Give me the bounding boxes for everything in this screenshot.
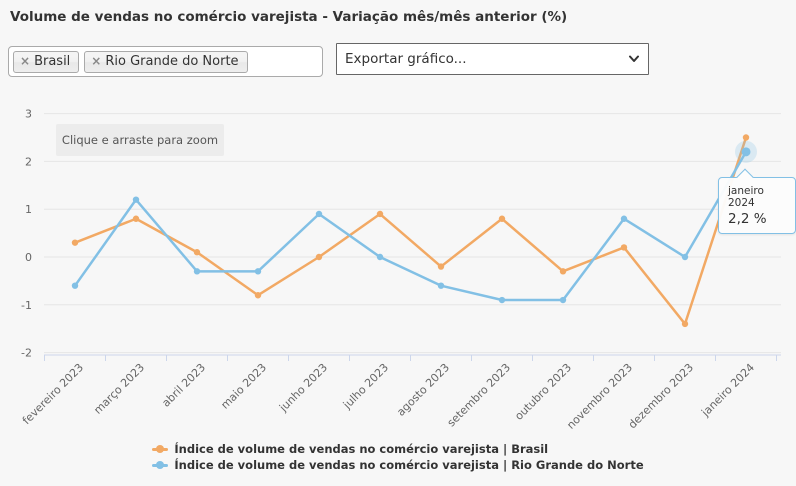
export-select-wrap: Exportar gráfico... <box>336 43 649 75</box>
data-point-marker[interactable] <box>437 263 445 270</box>
y-axis-label: -2 <box>21 347 32 360</box>
y-axis-label: 1 <box>25 203 32 216</box>
x-axis-label: dezembro 2023 <box>626 361 696 431</box>
legend-dot-icon <box>156 461 165 469</box>
legend-item[interactable]: Índice de volume de vendas no comércio v… <box>152 441 548 457</box>
data-point-marker[interactable] <box>376 210 384 218</box>
tooltip-value: 2,2 % <box>728 211 767 227</box>
y-axis-label: 0 <box>25 251 32 264</box>
territory-filter-input[interactable]: × Brasil × Rio Grande do Norte <box>8 46 323 77</box>
x-axis-label: junho 2023 <box>276 361 330 415</box>
legend-dot-icon <box>156 445 165 453</box>
y-axis-label: 3 <box>25 108 32 121</box>
tooltip-title: janeiro 2024 <box>728 185 764 209</box>
data-point-marker[interactable] <box>132 215 140 222</box>
remove-tag-icon[interactable]: × <box>91 54 102 68</box>
remove-tag-icon[interactable]: × <box>20 54 31 68</box>
series-line[interactable] <box>73 150 748 302</box>
legend-label: Índice de volume de vendas no comércio v… <box>174 458 644 472</box>
filter-tag-label: Rio Grande do Norte <box>105 53 239 69</box>
data-point-marker[interactable] <box>681 253 689 261</box>
x-axis-label: setembro 2023 <box>445 361 513 429</box>
data-point-marker[interactable] <box>71 239 79 246</box>
x-axis-label: novembro 2023 <box>564 361 635 432</box>
data-point-marker[interactable] <box>254 268 262 275</box>
x-axis-label: janeiro 2024 <box>698 361 757 420</box>
data-point-marker[interactable] <box>559 296 567 304</box>
data-point-marker[interactable] <box>741 147 751 157</box>
data-point-marker[interactable] <box>437 282 445 289</box>
data-point-marker[interactable] <box>132 196 140 203</box>
zoom-hint-button: Clique e arraste para zoom <box>56 124 224 156</box>
legend-line-marker-icon <box>152 445 169 453</box>
data-point-marker[interactable] <box>498 215 506 222</box>
legend-line-marker-icon <box>152 461 169 469</box>
chart-legend: Índice de volume de vendas no comércio v… <box>0 441 796 473</box>
series-line[interactable] <box>73 136 748 326</box>
filter-tag[interactable]: × Brasil <box>13 50 80 73</box>
y-axis-label: 2 <box>25 155 32 168</box>
data-point-marker[interactable] <box>559 268 567 275</box>
data-point-marker[interactable] <box>681 320 689 328</box>
y-axis-label: -1 <box>21 299 32 312</box>
data-point-marker[interactable] <box>71 282 79 289</box>
data-point-marker[interactable] <box>254 292 262 299</box>
data-point-marker[interactable] <box>376 253 384 261</box>
legend-label: Índice de volume de vendas no comércio v… <box>174 442 549 456</box>
x-axis-label: abril 2023 <box>159 361 208 410</box>
page-title: Volume de vendas no comércio varejista -… <box>10 9 568 25</box>
x-axis-label: maio 2023 <box>218 361 269 412</box>
x-axis-label: fevereiro 2023 <box>20 361 86 427</box>
export-select[interactable]: Exportar gráfico... <box>336 43 649 75</box>
filter-tag-label: Brasil <box>34 53 71 69</box>
x-axis-label: agosto 2023 <box>394 361 452 419</box>
data-point-marker[interactable] <box>193 249 201 256</box>
x-axis-label: outubro 2023 <box>512 361 574 423</box>
data-point-marker[interactable] <box>315 253 323 261</box>
filter-tag[interactable]: × Rio Grande do Norte <box>84 50 248 73</box>
x-axis-label: março 2023 <box>91 361 147 417</box>
chart-tooltip: janeiro 2024 2,2 % <box>718 168 796 234</box>
data-point-marker[interactable] <box>315 210 323 218</box>
data-point-marker[interactable] <box>742 134 750 141</box>
legend-item[interactable]: Índice de volume de vendas no comércio v… <box>152 457 644 473</box>
legend-items: Índice de volume de vendas no comércio v… <box>152 441 644 473</box>
data-point-marker[interactable] <box>498 296 506 304</box>
x-axis-label: julho 2023 <box>340 361 391 412</box>
data-point-marker[interactable] <box>620 244 628 251</box>
data-point-marker[interactable] <box>620 215 628 222</box>
data-point-marker[interactable] <box>193 268 201 275</box>
